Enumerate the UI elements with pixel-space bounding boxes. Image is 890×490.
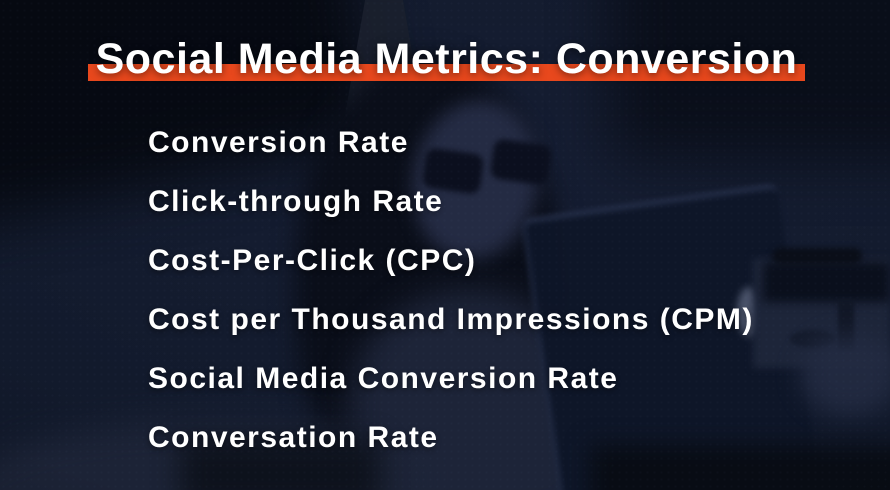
list-item-cost-per-thousand-impressions: Cost per Thousand Impressions (CPM) (148, 303, 754, 336)
slide-title: Social Media Metrics: Conversion (95, 35, 798, 83)
list-item-cost-per-click: Cost-Per-Click (CPC) (148, 244, 477, 277)
background-shelf (753, 258, 890, 368)
list-item-click-through-rate: Click-through Rate (148, 185, 444, 218)
woman-hand (800, 335, 890, 415)
metrics-list: Conversion Rate Click-through Rate Cost-… (148, 128, 754, 453)
shelf-plate (790, 330, 836, 348)
shelf-top-object (772, 248, 862, 264)
list-item-social-media-conversion-rate: Social Media Conversion Rate (148, 362, 619, 395)
list-item-conversion-rate: Conversion Rate (148, 126, 409, 159)
shelf-shadow (763, 262, 890, 302)
shelf-bottle (838, 300, 854, 350)
list-item-conversation-rate: Conversation Rate (148, 421, 439, 454)
title-block: Social Media Metrics: Conversion (88, 35, 805, 83)
